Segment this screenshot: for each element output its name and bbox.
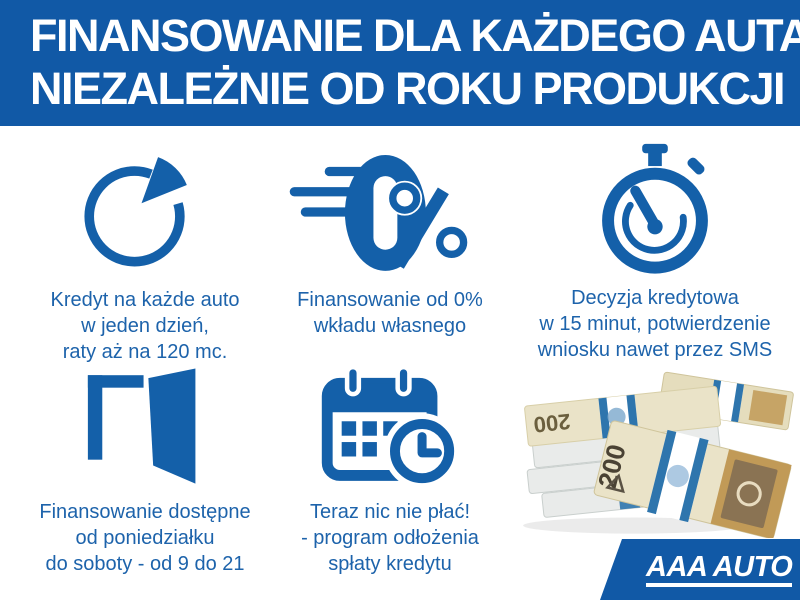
caption-line: Decyzja kredytowa bbox=[571, 287, 739, 309]
feature-caption: Finansowanie dostępne od poniedziałku do… bbox=[15, 499, 275, 577]
zero-percent-icon bbox=[272, 142, 508, 282]
caption-line: od poniedziałku bbox=[75, 527, 215, 549]
caption-line: Teraz nic nie płać! bbox=[309, 501, 471, 523]
logo-text: AAA AUTO bbox=[646, 551, 793, 583]
feature-availability: Finansowanie dostępne od poniedziałku do… bbox=[15, 362, 275, 577]
caption-line: wniosku nawet przez SMS bbox=[537, 339, 773, 361]
caption-line: w jeden dzień, bbox=[81, 315, 209, 337]
feature-caption: Decyzja kredytowa w 15 minut, potwierdze… bbox=[515, 285, 795, 363]
header-banner: FINANSOWANIE DLA KAŻDEGO AUTA NIEZALEŻNI… bbox=[0, 0, 800, 126]
aaa-auto-logo: AAA AUTO bbox=[600, 539, 800, 600]
caption-line: Finansowanie od 0% bbox=[297, 289, 483, 311]
feature-deferral: Teraz nic nie płać! - program odłożenia … bbox=[272, 362, 508, 577]
feature-decision: Decyzja kredytowa w 15 minut, potwierdze… bbox=[515, 140, 795, 363]
header-line1: FINANSOWANIE DLA KAŻDEGO AUTA bbox=[30, 10, 800, 61]
feature-caption: Teraz nic nie płać! - program odłożenia … bbox=[272, 499, 508, 577]
feature-zero-percent: Finansowanie od 0% wkładu własnego bbox=[272, 142, 508, 339]
caption-line: wkładu własnego bbox=[313, 315, 467, 337]
caption-line: Kredyt na każde auto bbox=[50, 289, 240, 311]
calendar-clock-icon bbox=[272, 362, 508, 494]
feature-caption: Finansowanie od 0% wkładu własnego bbox=[272, 287, 508, 339]
header-line2: NIEZALEŻNIE OD ROKU PRODUKCJI bbox=[30, 63, 786, 114]
caption-line: - program odłożenia bbox=[301, 527, 479, 549]
stopwatch-icon bbox=[515, 140, 795, 280]
caption-line: Finansowanie dostępne bbox=[39, 501, 251, 523]
caption-line: spłaty kredytu bbox=[328, 553, 452, 575]
caption-line: raty aż na 120 mc. bbox=[62, 341, 228, 363]
feature-caption: Kredyt na każde auto w jeden dzień, raty… bbox=[15, 287, 275, 365]
banknotes-photo: 200 200 bbox=[508, 356, 800, 540]
pie-chart-icon bbox=[15, 142, 275, 282]
caption-line: do soboty - od 9 do 21 bbox=[45, 553, 245, 575]
banknote-value: 200 bbox=[532, 409, 571, 438]
logo-underline bbox=[646, 583, 792, 587]
open-door-icon bbox=[15, 362, 275, 494]
caption-line: w 15 minut, potwierdzenie bbox=[539, 313, 771, 335]
feature-loan: Kredyt na każde auto w jeden dzień, raty… bbox=[15, 142, 275, 365]
